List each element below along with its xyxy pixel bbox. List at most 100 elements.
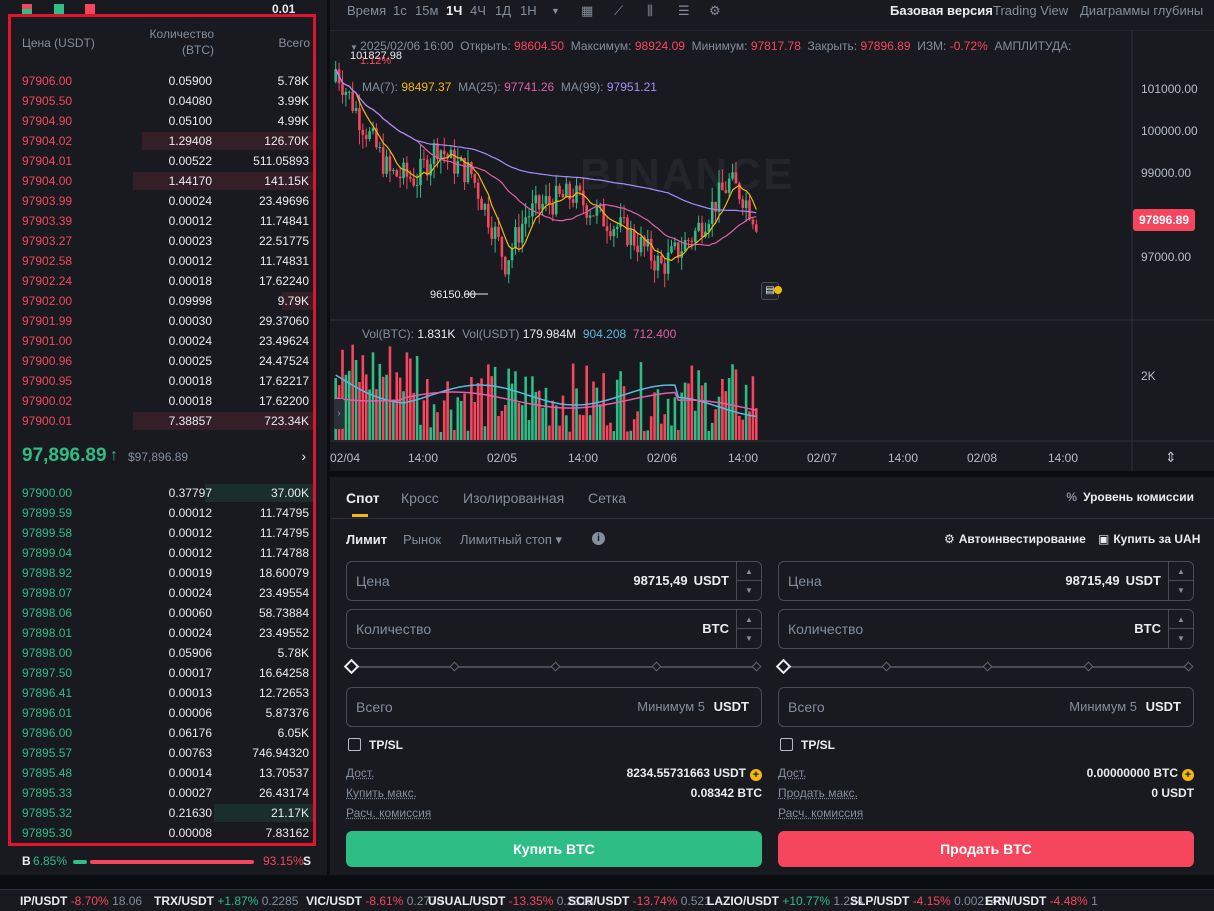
chevron-down-icon[interactable]: ▼	[1177, 634, 1185, 643]
order-book-row[interactable]: 97898.92 0.00019 18.60079	[0, 563, 327, 583]
order-book-row[interactable]: 97901.99 0.00030 29.37060	[0, 311, 327, 331]
order-book-row[interactable]: 97895.33 0.00027 26.43174	[0, 783, 327, 803]
order-book-row[interactable]: 97902.24 0.00018 17.62240	[0, 271, 327, 291]
order-book-row[interactable]: 97905.50 0.04080 3.99K	[0, 91, 327, 111]
order-type-limit[interactable]: Лимит	[346, 532, 388, 547]
order-book-row[interactable]: 97900.95 0.00018 17.62217	[0, 371, 327, 391]
calendar-icon[interactable]: ▦	[581, 3, 594, 18]
chevron-down-icon[interactable]: ▼	[745, 586, 753, 595]
chevron-down-icon[interactable]: ▼	[745, 634, 753, 643]
interval-1s[interactable]: 1с	[393, 3, 407, 18]
expand-left-handle[interactable]: ›	[334, 399, 344, 429]
order-book-row[interactable]: 97904.90 0.05100 4.99K	[0, 111, 327, 131]
both-sides-view-icon[interactable]	[22, 4, 32, 14]
sell-qty-field[interactable]: Количество BTC ▲ ▼	[778, 609, 1194, 649]
order-book-row[interactable]: 97903.99 0.00024 23.49696	[0, 191, 327, 211]
buy-price-field[interactable]: Цена 98715,49 USDT ▲ ▼	[346, 561, 762, 601]
plus-icon[interactable]: +	[1182, 769, 1194, 781]
buy-price-input[interactable]: 98715,49	[633, 573, 688, 588]
sell-qty-stepper[interactable]: ▲ ▼	[1168, 610, 1193, 648]
order-book-row[interactable]: 97898.07 0.00024 23.49554	[0, 583, 327, 603]
order-book-row[interactable]: 97902.58 0.00012 11.74831	[0, 251, 327, 271]
order-book-row[interactable]: 97904.00 1.44170 141.15K	[0, 171, 327, 191]
interval-1h[interactable]: 1Ч	[446, 3, 463, 18]
candlestick-chart[interactable]	[330, 30, 1214, 471]
ticker-item[interactable]: LAZIO/USDT +10.77% 1.224	[707, 894, 863, 908]
interval-15m[interactable]: 15м	[415, 3, 439, 18]
order-book-row[interactable]: 97897.50 0.00017 16.64258	[0, 663, 327, 683]
legend-collapse-icon[interactable]: ▼	[350, 43, 361, 52]
sell-price-input[interactable]: 98715,49	[1065, 573, 1120, 588]
buy-qty-stepper[interactable]: ▲ ▼	[736, 610, 761, 648]
chevron-up-icon[interactable]: ▲	[1169, 562, 1193, 581]
fee-level-link[interactable]: % Уровень комиссии	[1066, 490, 1194, 504]
buy-price-stepper[interactable]: ▲ ▼	[736, 562, 761, 600]
checkbox[interactable]	[780, 738, 793, 751]
slider-handle[interactable]	[775, 658, 792, 675]
order-book-row[interactable]: 97898.00 0.05906 5.78K	[0, 643, 327, 663]
tab-isolated[interactable]: Изолированная	[463, 490, 565, 506]
sell-total-field[interactable]: Всего Минимум 5 USDT	[778, 687, 1194, 727]
axis-reset-icon[interactable]: ⇕	[1165, 449, 1177, 465]
order-book-row[interactable]: 97898.01 0.00024 23.49552	[0, 623, 327, 643]
ticker-item[interactable]: ERN/USDT -4.48% 1	[985, 894, 1098, 908]
ticker-item[interactable]: SLP/USDT -4.15% 0.002146	[850, 894, 1004, 908]
order-book-row[interactable]: 97904.01 0.00522 511.05893	[0, 151, 327, 171]
order-book-row[interactable]: 97895.57 0.00763 746.94320	[0, 743, 327, 763]
order-type-market[interactable]: Рынок	[403, 532, 442, 547]
sell-price-stepper[interactable]: ▲ ▼	[1168, 562, 1193, 600]
buy-qty-field[interactable]: Количество BTC ▲ ▼	[346, 609, 762, 649]
chevron-down-icon[interactable]: ▼	[1177, 586, 1185, 595]
sell-price-field[interactable]: Цена 98715,49 USDT ▲ ▼	[778, 561, 1194, 601]
tick-size-select[interactable]: 0.01	[272, 2, 296, 16]
chevron-up-icon[interactable]: ▲	[1169, 610, 1193, 629]
order-book-row[interactable]: 97902.00 0.09998 9.79K	[0, 291, 327, 311]
buy-amount-slider[interactable]	[343, 658, 762, 675]
more-intervals-icon[interactable]: ▼	[551, 6, 560, 16]
order-book-row[interactable]: 97900.96 0.00025 24.47524	[0, 351, 327, 371]
sell-tpsl-checkbox[interactable]: TP/SL	[780, 738, 835, 752]
order-book-row[interactable]: 97906.00 0.05900 5.78K	[0, 71, 327, 91]
order-type-stop-limit[interactable]: Лимитный стоп ▾	[460, 532, 563, 547]
order-book-row[interactable]: 97899.04 0.00012 11.74788	[0, 543, 327, 563]
sell-button[interactable]: Продать BTC	[778, 831, 1194, 867]
chart-settings-icon[interactable]: ☰	[678, 3, 690, 18]
order-book-row[interactable]: 97904.02 1.29408 126.70K	[0, 131, 327, 151]
order-book-row[interactable]: 97901.00 0.00024 23.49624	[0, 331, 327, 351]
order-book-row[interactable]: 97896.01 0.00006 5.87376	[0, 703, 327, 723]
checkbox[interactable]	[348, 738, 361, 751]
interval-1w[interactable]: 1Н	[520, 3, 537, 18]
indicators-icon[interactable]: ⟋	[614, 3, 624, 18]
asks-only-view-icon[interactable]	[85, 4, 95, 14]
interval-4h[interactable]: 4Ч	[470, 3, 486, 18]
buy-uah-link[interactable]: ▣ Купить за UAH	[1098, 532, 1200, 546]
slider-handle[interactable]	[343, 658, 360, 675]
order-book-row[interactable]: 97895.32 0.21630 21.17K	[0, 803, 327, 823]
interval-1d[interactable]: 1Д	[495, 3, 512, 18]
order-book-row[interactable]: 97900.01 7.38857 723.34K	[0, 411, 327, 431]
chevron-right-icon[interactable]: ›	[301, 448, 306, 464]
order-book-row[interactable]: 97895.48 0.00014 13.70537	[0, 763, 327, 783]
sell-amount-slider[interactable]	[775, 658, 1194, 675]
buy-total-field[interactable]: Всего Минимум 5 USDT	[346, 687, 762, 727]
plus-icon[interactable]: +	[750, 769, 762, 781]
depth-chart-tab[interactable]: Диаграммы глубины	[1080, 3, 1204, 18]
order-book-row[interactable]: 97896.41 0.00013 12.72653	[0, 683, 327, 703]
ticker-item[interactable]: TRX/USDT +1.87% 0.2285	[154, 894, 298, 908]
order-book-row[interactable]: 97896.00 0.06176 6.05K	[0, 723, 327, 743]
ticker-item[interactable]: SCR/USDT -13.74% 0.521	[568, 894, 711, 908]
buy-button[interactable]: Купить BTC	[346, 831, 762, 867]
ticker-item[interactable]: IP/USDT -8.70% 18.06	[20, 894, 142, 908]
order-book-row[interactable]: 97903.27 0.00023 22.51775	[0, 231, 327, 251]
trading-view-tab[interactable]: Trading View	[993, 3, 1069, 18]
ticker-item[interactable]: USUAL/USDT -13.35% 0.2318	[428, 894, 593, 908]
buy-tpsl-checkbox[interactable]: TP/SL	[348, 738, 403, 752]
tab-grid[interactable]: Сетка	[588, 490, 627, 506]
order-book-row[interactable]: 97900.00 0.37797 37.00K	[0, 483, 327, 503]
bids-only-view-icon[interactable]	[54, 4, 64, 14]
chevron-up-icon[interactable]: ▲	[737, 562, 761, 581]
order-book-row[interactable]: 97899.58 0.00012 11.74795	[0, 523, 327, 543]
tab-spot[interactable]: Спот	[346, 490, 380, 506]
order-book-row[interactable]: 97899.59 0.00012 11.74795	[0, 503, 327, 523]
basic-version-tab[interactable]: Базовая версия	[890, 3, 993, 18]
